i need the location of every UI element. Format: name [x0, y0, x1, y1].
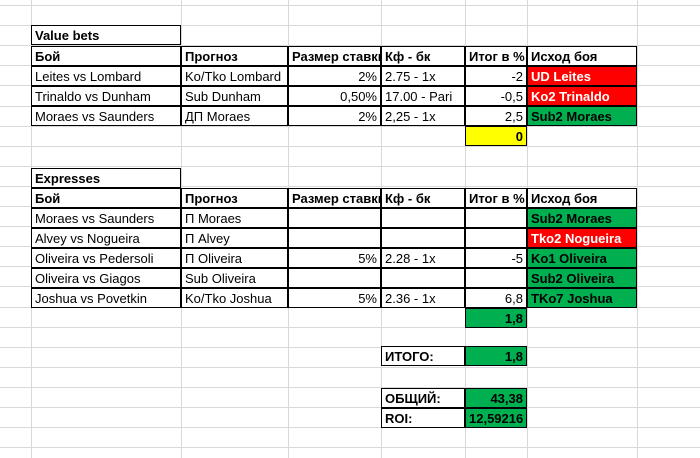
table-cell[interactable]: [465, 228, 527, 248]
table-cell[interactable]: Moraes vs Saunders: [31, 106, 181, 126]
expresses-header-forecast: Прогноз: [181, 188, 288, 208]
gridline-horizontal: [0, 5, 700, 6]
gridline-horizontal: [0, 45, 700, 46]
itogo-value[interactable]: 1,8: [465, 346, 527, 366]
table-cell[interactable]: Alvey vs Nogueira: [31, 228, 181, 248]
value-bets-header-outcome: Исход боя: [527, 46, 637, 66]
gridline-horizontal: [0, 146, 700, 147]
table-cell[interactable]: 2.28 - 1x: [381, 248, 465, 268]
table-cell[interactable]: Oliveira vs Giagos: [31, 268, 181, 288]
gridline-horizontal: [0, 327, 700, 328]
obshiy-value[interactable]: 43,38: [465, 388, 527, 408]
value-bets-header-stake: Размер ставки: [288, 46, 381, 66]
gridline-horizontal: [0, 407, 700, 408]
table-cell[interactable]: 2,25 - 1x: [381, 106, 465, 126]
table-cell[interactable]: Joshua vs Povetkin: [31, 288, 181, 308]
roi-value[interactable]: 12,59216: [465, 408, 527, 428]
obshiy-label: ОБЩИЙ:: [381, 388, 465, 408]
table-cell[interactable]: Ko/Tko Joshua: [181, 288, 288, 308]
table-cell[interactable]: 2.75 - 1x: [381, 66, 465, 86]
table-cell[interactable]: Oliveira vs Pedersoli: [31, 248, 181, 268]
table-cell[interactable]: П Alvey: [181, 228, 288, 248]
table-cell[interactable]: 17.00 - Pari: [381, 86, 465, 106]
expresses-header-fight: Бой: [31, 188, 181, 208]
table-cell[interactable]: -5: [465, 248, 527, 268]
table-cell[interactable]: 2,5: [465, 106, 527, 126]
gridline-horizontal: [0, 166, 700, 167]
table-cell[interactable]: П Moraes: [181, 208, 288, 228]
outcome-cell[interactable]: TKo7 Joshua: [527, 288, 637, 308]
gridline-vertical: [637, 0, 638, 458]
table-cell[interactable]: Leites vs Lombard: [31, 66, 181, 86]
expresses-title: Expresses: [31, 168, 181, 188]
value-bets-total[interactable]: 0: [465, 126, 527, 146]
gridline-horizontal: [0, 186, 700, 187]
outcome-cell[interactable]: Sub2 Moraes: [527, 208, 637, 228]
table-cell[interactable]: [381, 268, 465, 288]
expresses-header-stake: Размер ставки: [288, 188, 381, 208]
gridline-horizontal: [0, 347, 700, 348]
table-cell[interactable]: Moraes vs Saunders: [31, 208, 181, 228]
expresses-total[interactable]: 1,8: [465, 308, 527, 328]
outcome-cell[interactable]: UD Leites: [527, 66, 637, 86]
gridline-horizontal: [0, 447, 700, 448]
value-bets-header-odds: Кф - бк: [381, 46, 465, 66]
expresses-header-outcome: Исход боя: [527, 188, 637, 208]
expresses-header-result: Итог в %: [465, 188, 527, 208]
roi-label: ROI:: [381, 408, 465, 428]
table-cell[interactable]: [288, 208, 381, 228]
outcome-cell[interactable]: Tko2 Nogueira: [527, 228, 637, 248]
value-bets-header-fight: Бой: [31, 46, 181, 66]
table-cell[interactable]: 5%: [288, 288, 381, 308]
table-cell[interactable]: -0,5: [465, 86, 527, 106]
value-bets-header-forecast: Прогноз: [181, 46, 288, 66]
table-cell[interactable]: ДП Moraes: [181, 106, 288, 126]
table-cell[interactable]: -2: [465, 66, 527, 86]
gridline-horizontal: [0, 387, 700, 388]
value-bets-header-result: Итог в %: [465, 46, 527, 66]
gridline-horizontal: [0, 367, 700, 368]
gridline-horizontal: [0, 25, 700, 26]
table-cell[interactable]: Trinaldo vs Dunham: [31, 86, 181, 106]
table-cell[interactable]: Ko/Tko Lombard: [181, 66, 288, 86]
table-cell[interactable]: [288, 228, 381, 248]
table-cell[interactable]: [288, 268, 381, 288]
outcome-cell[interactable]: Ko1 Oliveira: [527, 248, 637, 268]
table-cell[interactable]: 2.36 - 1x: [381, 288, 465, 308]
outcome-cell[interactable]: Ko2 Trinaldo: [527, 86, 637, 106]
value-bets-title: Value bets: [31, 25, 181, 45]
table-cell[interactable]: 6,8: [465, 288, 527, 308]
table-cell[interactable]: 0,50%: [288, 86, 381, 106]
table-cell[interactable]: [381, 208, 465, 228]
table-cell[interactable]: 2%: [288, 106, 381, 126]
table-cell[interactable]: [465, 208, 527, 228]
outcome-cell[interactable]: Sub2 Moraes: [527, 106, 637, 126]
table-cell[interactable]: Sub Oliveira: [181, 268, 288, 288]
expresses-header-odds: Кф - бк: [381, 188, 465, 208]
table-cell[interactable]: [465, 268, 527, 288]
table-cell[interactable]: 2%: [288, 66, 381, 86]
outcome-cell[interactable]: Sub2 Oliveira: [527, 268, 637, 288]
table-cell[interactable]: П Oliveira: [181, 248, 288, 268]
itogo-label: ИТОГО:: [381, 346, 465, 366]
table-cell[interactable]: 5%: [288, 248, 381, 268]
table-cell[interactable]: Sub Dunham: [181, 86, 288, 106]
table-cell[interactable]: [381, 228, 465, 248]
gridline-horizontal: [0, 126, 700, 127]
gridline-horizontal: [0, 427, 700, 428]
